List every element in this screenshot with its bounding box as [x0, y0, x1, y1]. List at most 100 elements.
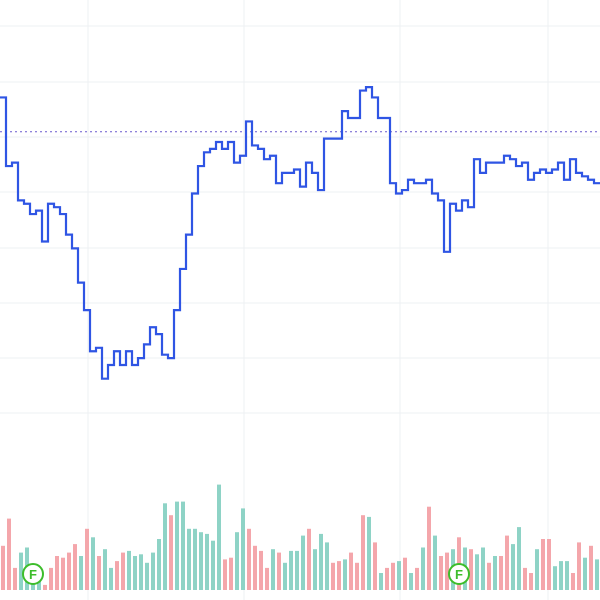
event-marker-label: F	[29, 567, 37, 582]
volume-bar	[217, 484, 221, 590]
volume-bar	[439, 556, 443, 590]
volume-bar	[595, 559, 599, 590]
volume-bar	[505, 535, 509, 590]
volume-bar	[481, 547, 485, 590]
volume-bar	[349, 552, 353, 590]
volume-bar	[517, 527, 521, 590]
volume-bar	[187, 528, 191, 590]
volume-bar	[379, 573, 383, 590]
volume-bar	[139, 554, 143, 590]
volume-bar	[277, 552, 281, 590]
volume-bar	[559, 561, 563, 590]
volume-bar	[103, 549, 107, 590]
volume-bar	[175, 501, 179, 590]
event-marker[interactable]: F	[22, 563, 44, 585]
volume-bar	[271, 549, 275, 590]
volume-bar	[553, 566, 557, 590]
volume-bar	[433, 535, 437, 590]
volume-bar	[499, 556, 503, 590]
volume-bar	[265, 567, 269, 590]
volume-bar	[445, 552, 449, 590]
volume-bar	[241, 508, 245, 590]
volume-bar	[19, 552, 23, 590]
volume-bar	[193, 528, 197, 590]
volume-bar	[391, 562, 395, 590]
event-marker-circle	[448, 563, 470, 585]
volume-bar	[355, 562, 359, 590]
volume-bar	[121, 552, 125, 590]
volume-bar	[487, 562, 491, 590]
volume-bar	[307, 528, 311, 590]
volume-bar	[571, 573, 575, 590]
volume-bar	[367, 516, 371, 590]
volume-bar	[541, 539, 545, 590]
volume-bar	[181, 501, 185, 590]
volume-bar	[229, 557, 233, 590]
volume-bar	[253, 545, 257, 590]
volume-bar	[529, 573, 533, 590]
volume-bar	[301, 535, 305, 590]
volume-bar	[169, 515, 173, 590]
volume-bar	[79, 556, 83, 590]
volume-bar	[85, 528, 89, 590]
volume-bar	[469, 549, 473, 590]
volume-bar	[109, 567, 113, 590]
volume-bar	[211, 540, 215, 590]
volume-bar	[91, 537, 95, 590]
volume-bar	[49, 567, 53, 590]
volume-bar	[127, 550, 131, 590]
volume-bar	[403, 557, 407, 590]
volume-bar	[13, 567, 17, 590]
volume-bar	[589, 545, 593, 590]
event-marker[interactable]: F	[448, 563, 470, 585]
volume-bar	[235, 532, 239, 590]
volume-bar	[1, 545, 5, 590]
volume-bar	[511, 544, 515, 590]
volume-bar	[343, 559, 347, 590]
volume-bar	[295, 550, 299, 590]
volume-bar	[475, 554, 479, 590]
volume-bar	[151, 552, 155, 590]
volume-bar	[385, 567, 389, 590]
volume-bar	[97, 556, 101, 590]
volume-bar	[61, 557, 65, 590]
volume-bar	[493, 556, 497, 590]
price-line	[0, 86, 600, 380]
volume-bar	[163, 503, 167, 590]
volume-bar	[361, 515, 365, 590]
volume-bar	[289, 550, 293, 590]
volume-bar	[73, 544, 77, 590]
volume-bar	[283, 562, 287, 590]
volume-bar	[133, 556, 137, 590]
volume-bar	[583, 557, 587, 590]
event-marker-label: F	[455, 567, 463, 582]
volume-bar	[547, 539, 551, 590]
event-marker-circle	[22, 563, 44, 585]
volume-bar	[331, 562, 335, 590]
volume-bar	[409, 573, 413, 590]
volume-bar	[337, 561, 341, 590]
volume-bar	[523, 567, 527, 590]
volume-bars	[1, 484, 599, 590]
volume-bar	[421, 547, 425, 590]
volume-bar	[577, 542, 581, 590]
volume-bar	[415, 567, 419, 590]
volume-bar	[259, 550, 263, 590]
volume-bar	[247, 528, 251, 590]
volume-bar	[205, 533, 209, 590]
volume-bar	[157, 539, 161, 590]
volume-bar	[565, 561, 569, 590]
volume-bar	[115, 561, 119, 590]
volume-bar	[223, 559, 227, 590]
volume-bar	[427, 506, 431, 590]
volume-bar	[397, 561, 401, 590]
volume-bar	[67, 552, 71, 590]
volume-bar	[319, 533, 323, 590]
volume-bar	[535, 549, 539, 590]
volume-bar	[373, 542, 377, 590]
volume-bar	[199, 532, 203, 590]
volume-bar	[145, 562, 149, 590]
volume-bar	[313, 549, 317, 590]
